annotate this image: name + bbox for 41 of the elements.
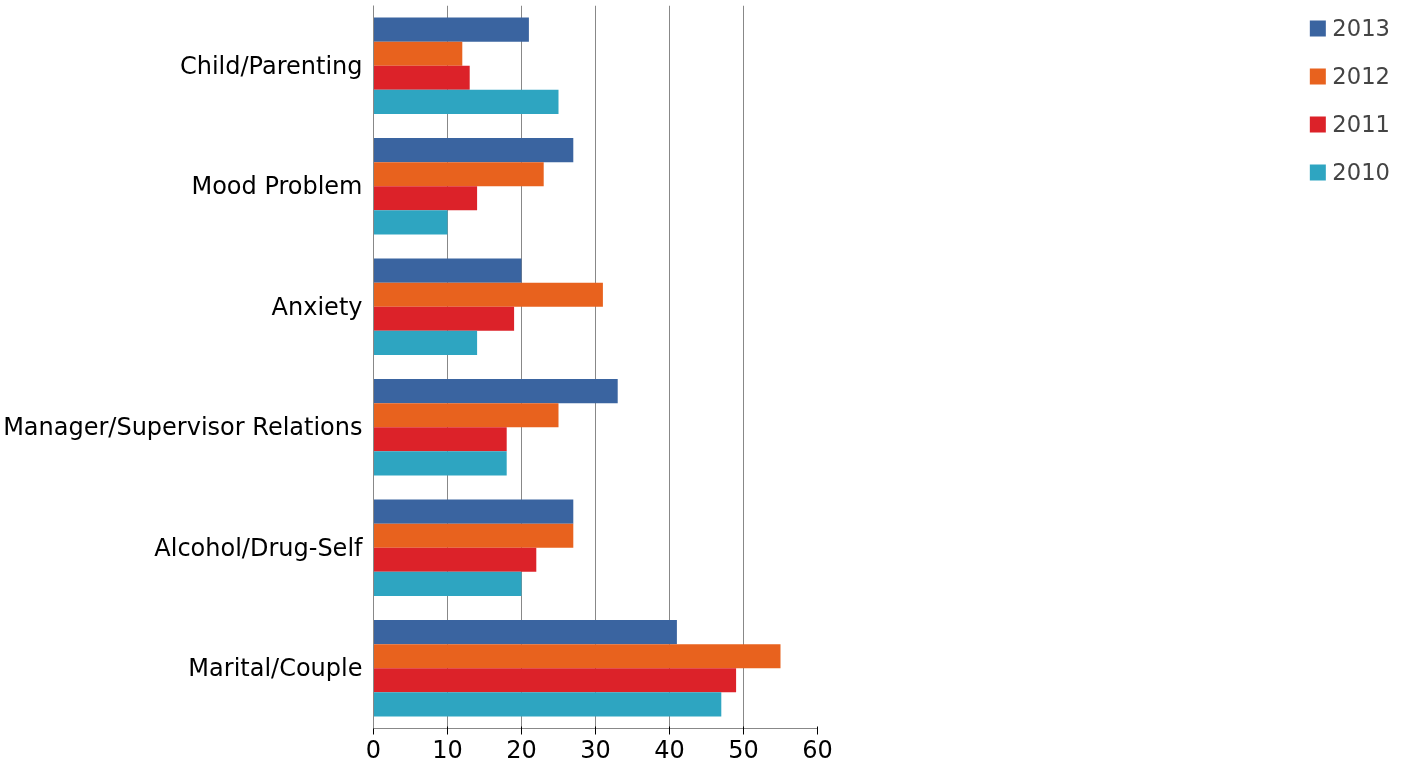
legend-label: 2013: [1332, 15, 1390, 41]
legend-label: 2010: [1332, 159, 1390, 185]
bar: [373, 620, 677, 645]
bar: [373, 186, 478, 211]
x-tick-label: 20: [506, 735, 537, 764]
bar: [373, 668, 737, 693]
bar: [373, 379, 618, 404]
bar: [373, 692, 722, 717]
x-tick-label: 40: [654, 735, 685, 764]
bar: [373, 89, 559, 114]
legend-label: 2011: [1332, 111, 1390, 137]
y-tick-label: Child/Parenting: [179, 51, 363, 80]
x-tick-label: 60: [802, 735, 833, 764]
bar: [373, 138, 574, 163]
bar: [373, 427, 507, 452]
bar: [373, 403, 559, 428]
x-tick-label: 30: [580, 735, 611, 764]
y-tick-label: Mood Problem: [191, 172, 363, 201]
bar: [373, 210, 448, 235]
bar: [373, 162, 544, 187]
bar: [373, 65, 470, 90]
bar: [373, 282, 603, 307]
bar: [373, 330, 478, 355]
bar: [373, 547, 537, 572]
bar: [373, 644, 781, 669]
x-tick-label: 10: [432, 735, 463, 764]
x-tick-label: 50: [728, 735, 759, 764]
bar: [373, 258, 522, 283]
bar: [373, 306, 515, 331]
x-tick-label: 0: [365, 735, 382, 764]
y-tick-label: Marital/Couple: [188, 654, 363, 683]
bar: [373, 41, 463, 66]
bar: [373, 17, 529, 42]
y-tick-label: Alcohol/Drug-Self: [154, 533, 364, 562]
bar: [373, 523, 574, 548]
legend-label: 2012: [1332, 63, 1390, 89]
bar: [373, 451, 507, 476]
bar: [373, 499, 574, 524]
y-tick-label: Anxiety: [271, 292, 363, 321]
bar: [373, 571, 522, 596]
y-tick-label: Manager/Supervisor Relations: [3, 413, 363, 442]
